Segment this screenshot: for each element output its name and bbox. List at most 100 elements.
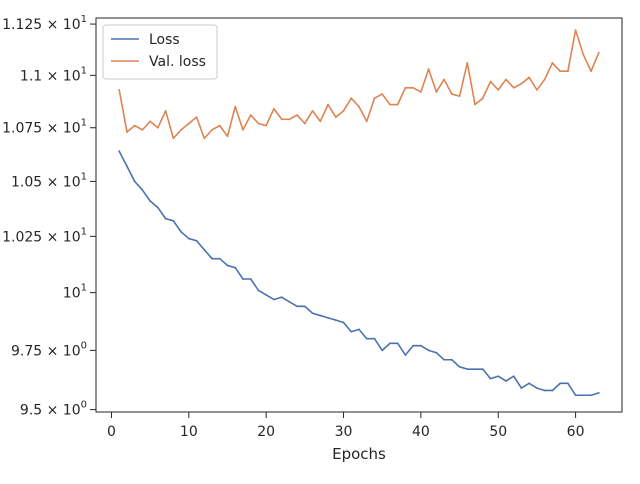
data-point <box>133 180 136 183</box>
data-point <box>481 97 484 100</box>
data-point <box>365 120 368 123</box>
x-tick-label: 20 <box>257 424 275 440</box>
x-axis-ticks: 0 10 20 30 40 50 60 <box>107 412 585 440</box>
data-point <box>419 91 422 93</box>
data-point <box>164 109 167 112</box>
data-point <box>311 109 314 112</box>
data-point <box>249 114 252 116</box>
data-point <box>435 91 438 93</box>
data-point <box>358 105 360 108</box>
data-point <box>180 230 182 233</box>
data-point <box>543 78 546 81</box>
data-point <box>296 305 299 308</box>
y-tick-label: 1.025 × 101 <box>2 226 87 245</box>
data-point <box>536 88 538 91</box>
data-point <box>574 29 577 32</box>
data-point <box>141 189 144 191</box>
data-point <box>551 389 554 392</box>
data-point <box>288 300 291 303</box>
data-point <box>126 131 128 133</box>
data-point <box>443 78 445 81</box>
data-point <box>280 118 283 121</box>
data-point <box>559 70 562 73</box>
legend-label: Val. loss <box>149 54 206 70</box>
data-point <box>211 128 213 131</box>
data-point <box>242 128 244 131</box>
data-point <box>133 124 136 127</box>
series-layer <box>118 29 600 397</box>
x-tick-label: 0 <box>107 424 116 440</box>
data-point <box>520 387 523 389</box>
series-loss <box>118 150 600 397</box>
data-point <box>319 120 322 123</box>
data-point <box>389 342 391 345</box>
data-point <box>334 319 337 322</box>
data-point <box>536 387 538 389</box>
y-tick-label: 1.075 × 101 <box>2 118 87 137</box>
y-tick-label: 1.1 × 101 <box>20 65 87 84</box>
data-point <box>381 349 384 352</box>
data-point <box>528 76 531 79</box>
data-point <box>180 128 182 131</box>
data-point <box>257 122 260 125</box>
data-point <box>242 278 244 280</box>
data-point <box>234 266 237 269</box>
data-point <box>427 349 430 352</box>
data-point <box>396 103 399 106</box>
data-point <box>543 389 546 392</box>
data-point <box>590 70 592 73</box>
data-point <box>141 128 144 131</box>
data-point <box>520 82 523 85</box>
data-point <box>574 394 577 397</box>
data-point <box>303 305 306 308</box>
series-val-loss <box>118 29 600 140</box>
data-point <box>597 51 600 54</box>
data-point <box>597 391 600 394</box>
data-point <box>474 368 476 371</box>
data-point <box>172 137 175 140</box>
data-point <box>481 368 484 371</box>
data-point <box>156 206 159 209</box>
data-point <box>226 264 229 267</box>
data-point <box>450 358 453 361</box>
y-tick-label: 1.125 × 101 <box>2 14 87 33</box>
data-point <box>412 86 415 89</box>
data-point <box>211 257 213 260</box>
data-point <box>149 200 152 202</box>
data-point <box>389 103 391 106</box>
data-point <box>149 120 152 123</box>
data-point <box>273 107 275 110</box>
data-point <box>435 351 438 354</box>
data-point <box>226 135 229 138</box>
data-point <box>358 328 360 331</box>
data-point <box>458 365 461 368</box>
series-line <box>118 150 600 397</box>
y-tick-label: 9.75 × 100 <box>11 340 87 359</box>
data-point <box>303 122 306 125</box>
data-point <box>497 375 500 378</box>
data-point <box>458 95 461 98</box>
data-point <box>582 394 585 397</box>
data-point <box>566 70 569 73</box>
data-point <box>195 239 198 242</box>
data-point <box>172 219 175 222</box>
data-point <box>528 382 531 385</box>
data-point <box>512 375 515 378</box>
data-point <box>288 118 291 121</box>
data-point <box>466 368 469 371</box>
data-point <box>319 314 322 317</box>
data-point <box>427 68 430 71</box>
data-point <box>381 93 384 95</box>
x-tick-label: 50 <box>489 424 507 440</box>
data-point <box>365 337 368 340</box>
x-axis-label: Epochs <box>332 445 386 463</box>
data-point <box>249 278 252 280</box>
data-point <box>342 321 345 324</box>
data-point <box>342 109 345 112</box>
legend: Loss Val. loss <box>102 24 218 80</box>
x-tick-label: 10 <box>180 424 198 440</box>
data-point <box>450 93 453 95</box>
data-point <box>164 217 167 220</box>
